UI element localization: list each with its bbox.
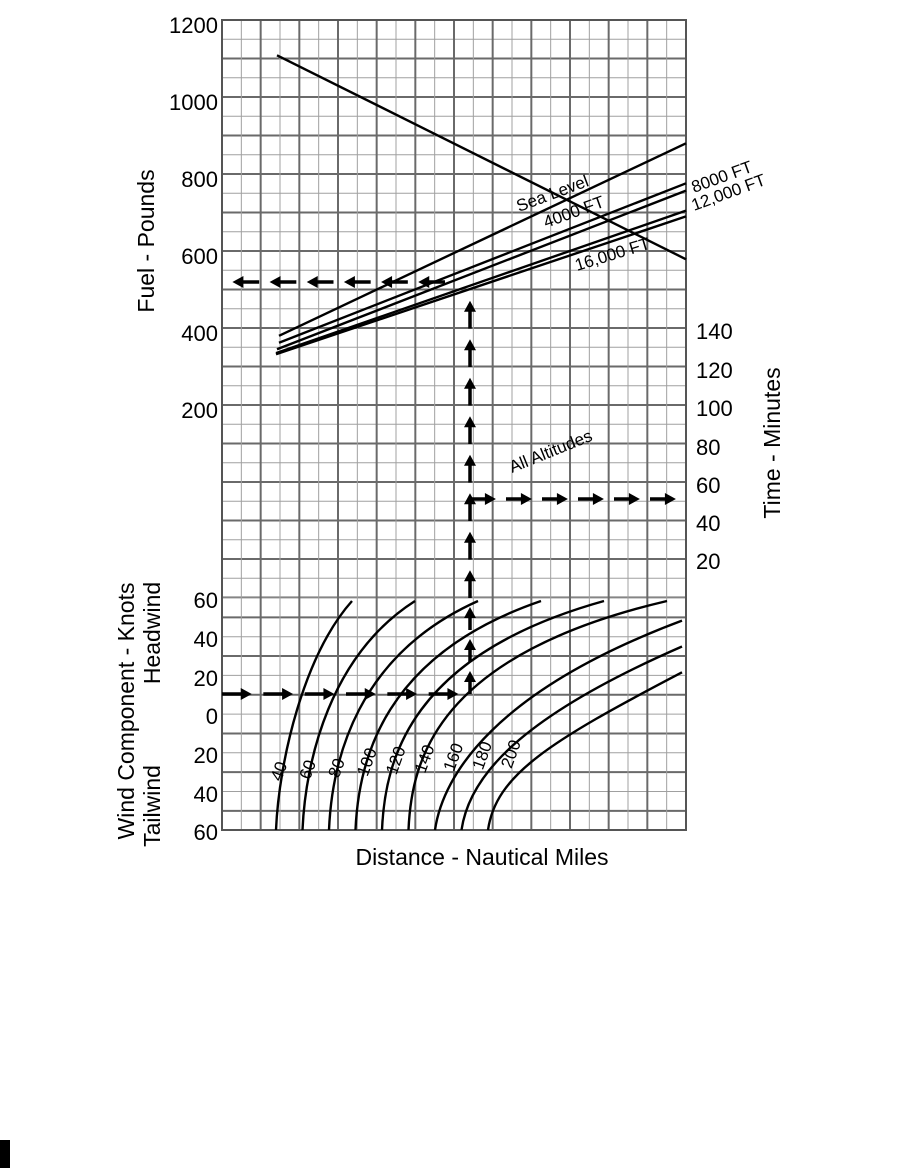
arrow-head: [464, 377, 476, 389]
grid-border: [221, 19, 687, 831]
arrow-head: [364, 688, 376, 700]
time-tick-label: 120: [696, 358, 733, 383]
12000-ft-line: [275, 209, 687, 355]
distance-curve-160: [433, 619, 683, 831]
arrow-head: [592, 493, 604, 505]
time-tick-label: 60: [696, 473, 720, 498]
corner-mark: [0, 1140, 10, 1168]
wind-tick-label: 0: [206, 704, 218, 729]
chart-curves: [274, 54, 687, 831]
arrow-head: [628, 493, 640, 505]
arrow-head: [464, 339, 476, 351]
arrow-head: [282, 688, 294, 700]
wind-tick-label: 40: [194, 627, 218, 652]
distance-curve-180: [460, 645, 683, 831]
arrow-head: [464, 670, 476, 682]
arrow-head: [269, 276, 281, 288]
arrow-head: [240, 688, 252, 700]
arrow-head: [406, 688, 418, 700]
arrow-head: [464, 531, 476, 543]
example-arrows: [222, 276, 676, 700]
distance-label-200: 200: [497, 737, 525, 770]
arrow-head: [520, 493, 532, 505]
fuel-tick-label: 1000: [169, 90, 218, 115]
distance-up-arrow-wind: [464, 606, 476, 694]
arrow-head: [556, 493, 568, 505]
distance-label-40: 40: [267, 759, 291, 783]
arrow-head: [484, 493, 496, 505]
time-tick-label: 80: [696, 435, 720, 460]
arrow-head: [464, 638, 476, 650]
arrow-head: [418, 276, 430, 288]
16000-ft-line: [275, 215, 687, 356]
fuel-tick-label: 200: [181, 398, 218, 423]
time-tick-label: 40: [696, 511, 720, 536]
arrow-head: [464, 416, 476, 428]
time-readout-arrow: [470, 493, 676, 505]
arrow-head: [323, 688, 335, 700]
chart-labels: 1200100080060040020014012010080604020604…: [169, 13, 768, 845]
x-axis-title: Distance - Nautical Miles: [355, 844, 608, 870]
4000-ft-line: [278, 182, 687, 344]
wind-tick-label: 60: [194, 820, 218, 845]
distance-label-80: 80: [325, 756, 349, 780]
arrow-head: [381, 276, 393, 288]
arrow-head: [464, 300, 476, 312]
arrow-head: [306, 276, 318, 288]
fuel-tick-label: 600: [181, 244, 218, 269]
time-tick-label: 20: [696, 549, 720, 574]
arrow-head: [447, 688, 459, 700]
arrow-head: [232, 276, 244, 288]
arrow-head: [464, 454, 476, 466]
fuel-tick-label: 1200: [169, 13, 218, 38]
distance-curve-120: [380, 599, 605, 831]
distance-curve-80: [327, 599, 479, 831]
distance-curve-40: [274, 600, 353, 831]
sea-level-line: [278, 142, 687, 337]
distance-curve-140: [407, 599, 668, 831]
wind-tick-label: 40: [194, 782, 218, 807]
fuel-axis-title: Fuel - Pounds: [133, 169, 159, 312]
distance-curve-100: [354, 599, 542, 831]
distance-label-160: 160: [440, 741, 468, 774]
tailwind-axis-title: Tailwind: [139, 765, 165, 847]
wind-tick-label: 20: [194, 666, 218, 691]
fuel-tick-label: 800: [181, 167, 218, 192]
wind-tick-label: 20: [194, 743, 218, 768]
distance-curve-60: [301, 599, 416, 831]
arrow-head: [464, 606, 476, 618]
arrow-head: [464, 570, 476, 582]
fuel-tick-label: 400: [181, 321, 218, 346]
time-tick-label: 140: [696, 319, 733, 344]
headwind-axis-title: Headwind: [139, 582, 165, 684]
time-tick-label: 100: [696, 396, 733, 421]
fuel-readout-arrow: [232, 276, 445, 288]
arrow-head: [664, 493, 676, 505]
wind-axis-title: Wind Component - Knots: [113, 583, 139, 840]
arrow-head: [343, 276, 355, 288]
distance-up-arrow-time: [464, 300, 476, 598]
8000-ft-line: [276, 189, 687, 351]
wind-tick-label: 60: [194, 588, 218, 613]
distance-curve-200: [486, 671, 683, 831]
time-axis-title: Time - Minutes: [759, 367, 785, 518]
wind-to-distance-arrow: [222, 688, 459, 700]
all-altitudes-line: [276, 54, 687, 261]
